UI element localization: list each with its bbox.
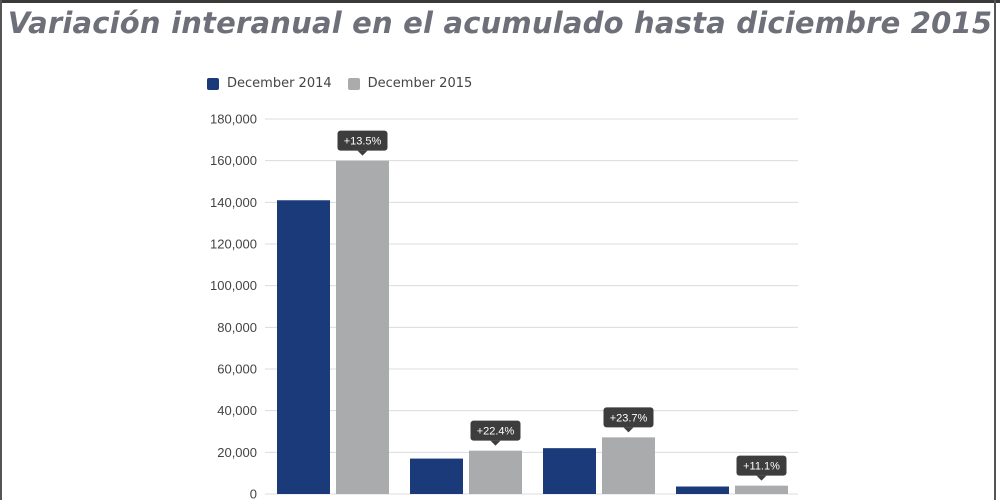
annotation-box xyxy=(470,420,521,441)
y-tick-label: 80,000 xyxy=(217,320,257,335)
legend-swatch-2015 xyxy=(347,77,360,90)
chart-title: Variación interanual en el acumulado has… xyxy=(7,6,993,40)
bar-2014 xyxy=(410,458,463,494)
annotation-pointer xyxy=(623,427,634,433)
legend-item-2015: December 2015 xyxy=(347,76,473,91)
legend: December 2014 December 2015 xyxy=(207,76,480,91)
annotation-label: +13.5% xyxy=(344,136,382,148)
annotation-pointer xyxy=(490,440,501,446)
y-tick-label: 100,000 xyxy=(210,278,257,293)
y-tick-label: 20,000 xyxy=(217,445,257,460)
y-tick-label: 40,000 xyxy=(217,403,257,418)
y-tick-label: 180,000 xyxy=(210,112,257,127)
bar-2014 xyxy=(676,486,729,494)
legend-item-2014: December 2014 xyxy=(207,76,332,91)
annotation-box xyxy=(337,130,388,151)
bar-2015 xyxy=(336,160,389,494)
annotation-pointer xyxy=(756,475,767,481)
y-tick-label: 160,000 xyxy=(210,153,257,168)
y-tick-label: 0 xyxy=(250,487,257,500)
annotation-label: +22.4% xyxy=(477,426,515,438)
annotation-label: +23.7% xyxy=(610,412,648,424)
legend-swatch-2014 xyxy=(207,77,219,90)
bar-2015 xyxy=(469,450,522,494)
legend-label-2014: December 2014 xyxy=(227,76,332,91)
annotation-label: +11.1% xyxy=(743,461,780,473)
bar-2014 xyxy=(543,448,596,494)
annotation-box xyxy=(603,407,654,428)
bar-2015 xyxy=(735,485,788,494)
y-tick-label: 140,000 xyxy=(210,195,257,210)
legend-label-2015: December 2015 xyxy=(367,76,473,91)
top-border xyxy=(0,0,1000,3)
bar-2015 xyxy=(602,437,655,494)
y-tick-label: 60,000 xyxy=(217,362,257,377)
annotation-box xyxy=(736,455,787,476)
y-tick-label: 120,000 xyxy=(210,237,257,252)
bar-2014 xyxy=(277,200,330,494)
annotation-pointer xyxy=(357,150,368,156)
